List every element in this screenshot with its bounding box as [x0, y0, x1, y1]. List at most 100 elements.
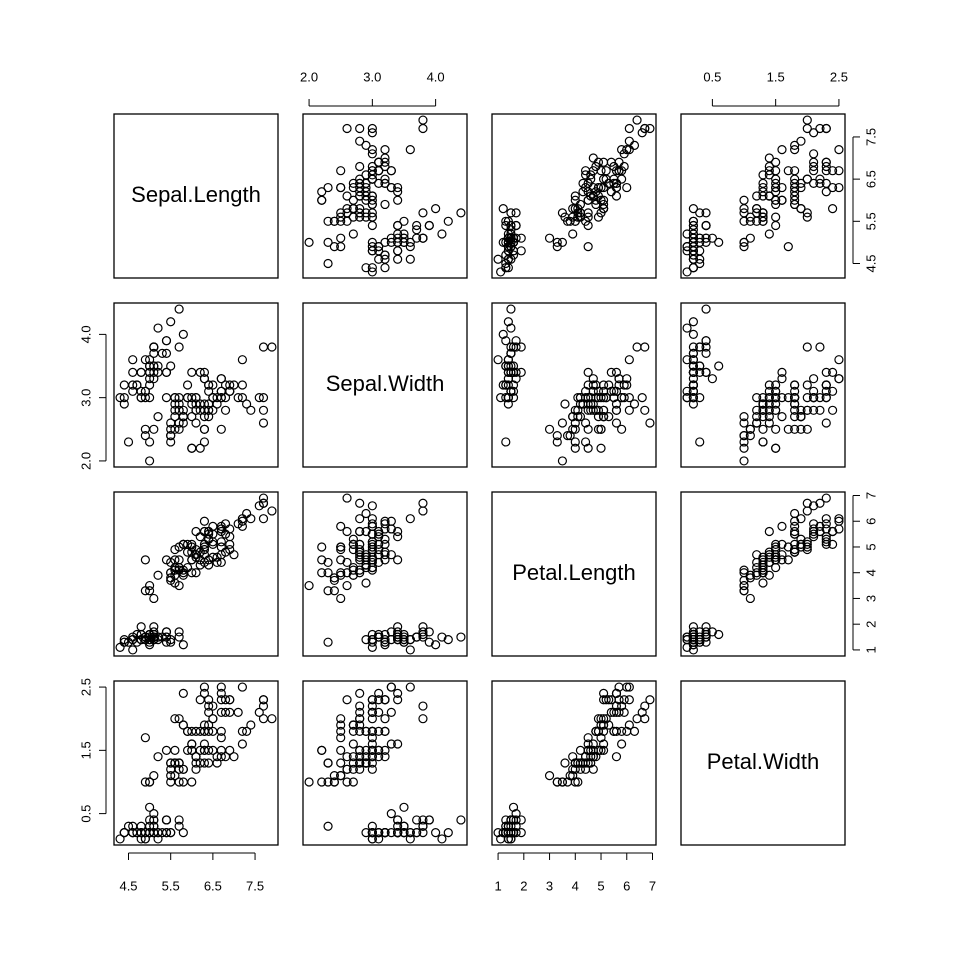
point [596, 424, 606, 434]
point [622, 145, 632, 155]
point [739, 580, 749, 591]
point [752, 418, 762, 428]
point [348, 229, 358, 239]
x-tick-label: 6.5 [204, 878, 222, 893]
point [367, 519, 377, 529]
x-tick-label: 5 [597, 878, 604, 893]
point [393, 555, 403, 565]
point [336, 726, 346, 736]
point [153, 412, 163, 422]
point [588, 399, 598, 409]
point [552, 237, 562, 247]
point [758, 560, 768, 570]
point [771, 166, 781, 176]
point [178, 777, 188, 787]
point [783, 542, 793, 552]
point [790, 412, 800, 422]
point [220, 752, 231, 762]
point [809, 501, 819, 511]
point [258, 695, 269, 705]
point [174, 758, 184, 768]
point [611, 178, 622, 188]
y-tick-label: 0.5 [78, 805, 93, 823]
point [380, 254, 390, 264]
point [601, 714, 611, 724]
point [136, 367, 146, 377]
point [393, 688, 403, 699]
point [336, 233, 346, 243]
point [614, 374, 624, 384]
point [374, 688, 384, 699]
point [166, 771, 176, 781]
point [140, 424, 150, 434]
point [348, 562, 358, 573]
point [216, 374, 226, 384]
point [783, 555, 793, 565]
point [573, 393, 583, 403]
point [258, 498, 269, 508]
point [777, 182, 787, 193]
point [136, 393, 146, 403]
point [606, 367, 616, 377]
point [821, 514, 831, 524]
point [611, 166, 622, 176]
point [752, 393, 762, 403]
point [827, 204, 838, 214]
point [254, 707, 264, 717]
point [145, 456, 155, 466]
point [204, 405, 214, 415]
x-tick-label: 2 [520, 878, 527, 893]
point [739, 443, 749, 453]
point [796, 136, 806, 146]
point [367, 739, 377, 749]
point [418, 827, 428, 838]
point [182, 539, 193, 550]
point [583, 367, 593, 377]
y-tick-label: 7 [863, 492, 878, 499]
point [195, 560, 205, 570]
point [771, 393, 781, 403]
point [367, 701, 377, 711]
point [361, 208, 371, 218]
point [174, 714, 184, 724]
point [361, 745, 371, 755]
point [374, 726, 384, 736]
point [380, 237, 390, 247]
y-tick-label: 2.5 [78, 678, 93, 696]
point [790, 195, 800, 205]
point [790, 405, 800, 415]
point [591, 195, 601, 205]
point [336, 771, 346, 781]
point [246, 405, 256, 415]
point [204, 386, 214, 396]
point [640, 123, 650, 134]
point [544, 233, 555, 243]
point [503, 827, 513, 838]
x-tick-label: 5.5 [162, 878, 180, 893]
point [157, 348, 167, 358]
point [503, 355, 513, 365]
point [317, 542, 327, 552]
point [317, 555, 327, 565]
point [573, 412, 583, 422]
point [701, 336, 711, 346]
point [701, 632, 711, 642]
point [367, 267, 377, 277]
point [596, 745, 606, 755]
point [355, 123, 365, 134]
point [166, 361, 176, 371]
point [132, 380, 142, 390]
point [393, 532, 403, 542]
point [815, 521, 825, 531]
point [348, 752, 358, 762]
point [758, 187, 768, 197]
point [374, 707, 384, 717]
point [225, 380, 235, 390]
point [393, 739, 403, 749]
point [682, 355, 692, 365]
point [611, 726, 622, 736]
point [790, 424, 800, 434]
point [568, 424, 578, 434]
point [790, 386, 800, 396]
y-tick-label: 2 [863, 621, 878, 628]
